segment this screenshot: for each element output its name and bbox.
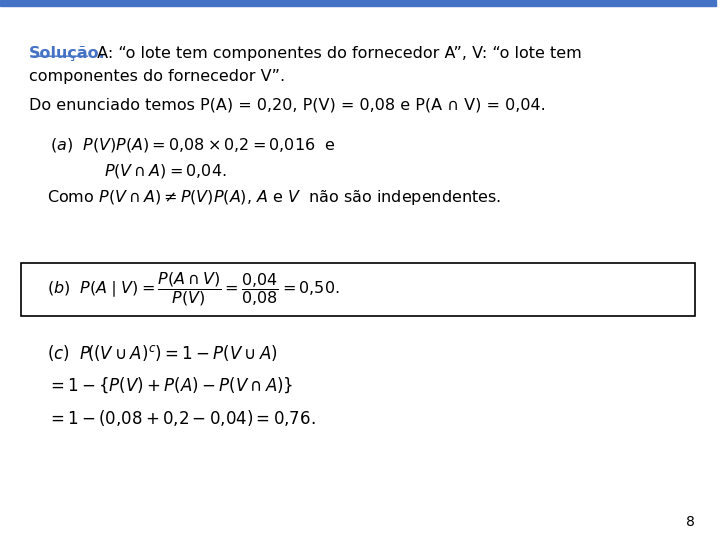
Text: $P(V \cap A) = 0{,}04.$: $P(V \cap A) = 0{,}04.$ (104, 162, 227, 180)
Text: Do enunciado temos P(A) = 0,20, P(V) = 0,08 e P(A ∩ V) = 0,04.: Do enunciado temos P(A) = 0,20, P(V) = 0… (29, 97, 546, 112)
Text: componentes do fornecedor V”.: componentes do fornecedor V”. (29, 69, 285, 84)
Text: Solução.: Solução. (29, 46, 105, 61)
Text: $= 1 - (0{,}08 + 0{,}2 - 0{,}04) = 0{,}76.$: $= 1 - (0{,}08 + 0{,}2 - 0{,}04) = 0{,}7… (47, 408, 315, 428)
Text: 8: 8 (686, 515, 695, 529)
Text: A: “o lote tem componentes do fornecedor A”, V: “o lote tem: A: “o lote tem componentes do fornecedor… (92, 46, 582, 61)
Bar (22, 263, 695, 316)
Text: $= 1 - \{P(V) + P(A) - P(V \cap A)\}$: $= 1 - \{P(V) + P(A) - P(V \cap A)\}$ (47, 375, 293, 395)
Text: $(a)$  $P(V)P(A) = 0{,}08 \times 0{,}2 = 0{,}016$  e: $(a)$ $P(V)P(A) = 0{,}08 \times 0{,}2 = … (50, 136, 336, 154)
Bar (0, 0, 716, 6)
Text: Como $P(V \cap A) \neq P(V)P(A)$, $A$ e $V$  não são independentes.: Como $P(V \cap A) \neq P(V)P(A)$, $A$ e … (47, 188, 500, 207)
Text: $(b)$  $P(A \mid V) = \dfrac{P(A \cap V)}{P(V)} = \dfrac{0{,}04}{0{,}08} = 0{,}5: $(b)$ $P(A \mid V) = \dfrac{P(A \cap V)}… (47, 270, 339, 308)
Text: $(c)$  $P\!\left((V \cup A)^c\right) = 1 - P(V \cup A)$: $(c)$ $P\!\left((V \cup A)^c\right) = 1 … (47, 343, 277, 363)
